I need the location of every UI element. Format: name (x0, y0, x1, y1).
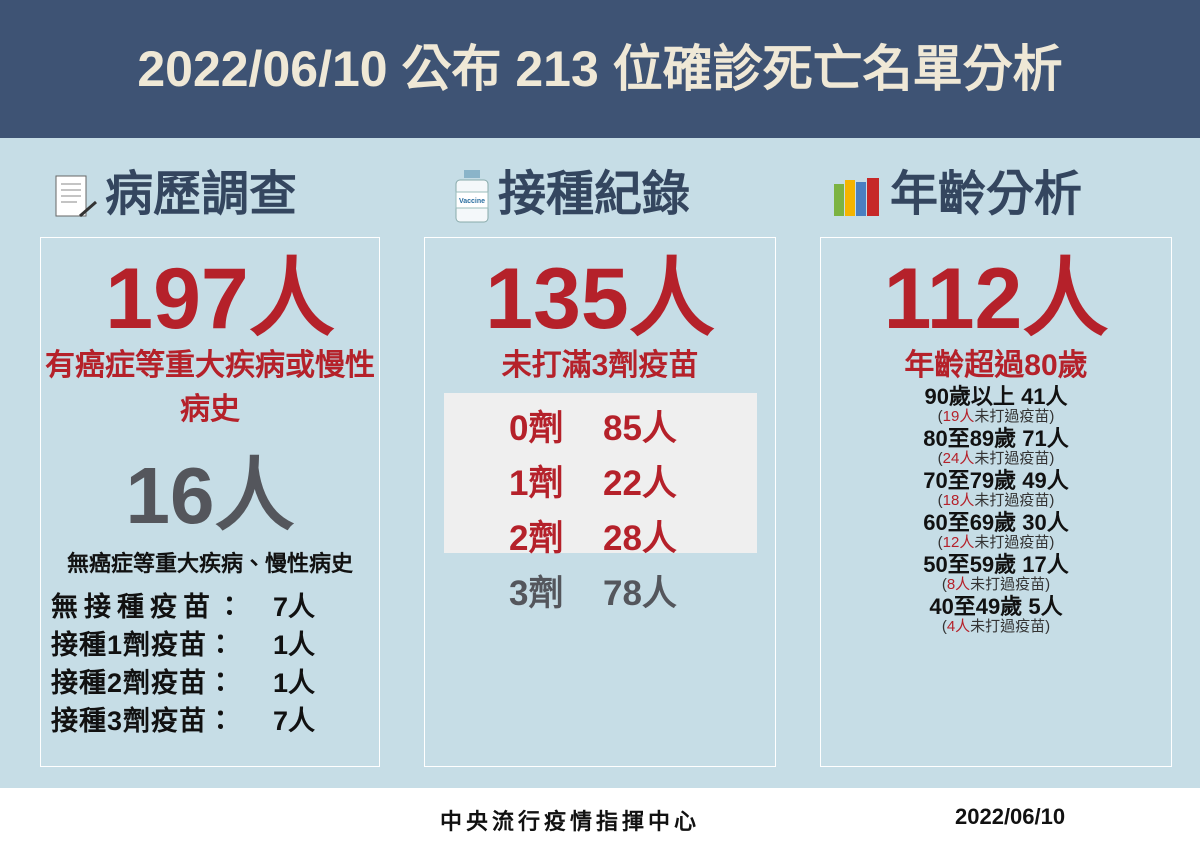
dose-label: 2劑 (509, 519, 564, 558)
books-icon (834, 178, 879, 216)
age-note: (4人未打過疫苗) (821, 619, 1171, 634)
subtitle: 未打滿3劑疫苗 (501, 349, 699, 382)
note-text: 未打過疫苗) (974, 492, 1055, 509)
section-heading: 年齡分析 (890, 168, 1083, 221)
age-note: (24人未打過疫苗) (821, 451, 1171, 466)
note-text: 未打過疫苗) (970, 618, 1051, 635)
note-open: ( (941, 618, 947, 635)
big-number: 112人 (883, 251, 1109, 347)
age-count: 5人 (1028, 594, 1063, 619)
big-number-2: 16人 (125, 451, 295, 540)
row-label: 接種2劑疫苗： (51, 668, 236, 698)
note-count: 19人 (942, 408, 975, 425)
row-value: 1人 (273, 630, 316, 660)
note-open: ( (937, 408, 943, 425)
age-row: 60至69歲 30人 (821, 512, 1171, 534)
dose-label: 1劑 (509, 464, 564, 503)
age-label: 40至49歲 (929, 594, 1023, 619)
note-count: 12人 (942, 534, 975, 551)
note-count: 18人 (942, 492, 975, 509)
footer-date: 2022/06/10 (955, 804, 1066, 829)
age-row: 40至49歲 5人 (821, 596, 1171, 618)
note-count: 24人 (942, 450, 975, 467)
row-value: 1人 (273, 668, 316, 698)
note-text: 未打過疫苗) (974, 408, 1055, 425)
age-count: 17人 (1022, 552, 1069, 577)
age-count: 71人 (1022, 426, 1069, 451)
title: 2022/06/10 公布 213 位確診死亡名單分析 (0, 0, 1200, 138)
age-count: 49人 (1022, 468, 1069, 493)
dose-count: 22人 (603, 464, 677, 503)
row-label: 接種3劑疫苗： (51, 706, 236, 736)
age-label: 50至59歲 (923, 552, 1017, 577)
note-text: 未打過疫苗) (974, 450, 1055, 467)
age-count: 30人 (1022, 510, 1069, 535)
subtitle: 有癌症等重大疾病或慢性病史 (45, 349, 375, 426)
note-open: ( (937, 492, 943, 509)
age-note: (12人未打過疫苗) (821, 535, 1171, 550)
big-number: 197人 (105, 251, 335, 347)
row-label: 接種1劑疫苗： (51, 630, 236, 660)
age-row: 80至89歲 71人 (821, 428, 1171, 450)
history-panel: 197人 有癌症等重大疾病或慢性病史 16人 無癌症等重大疾病、慢性病史 無接種… (40, 237, 380, 767)
age-row: 50至59歲 17人 (821, 554, 1171, 576)
age-label: 70至79歲 (923, 468, 1017, 493)
age-label: 60至69歲 (923, 510, 1017, 535)
note-open: ( (937, 534, 943, 551)
dose-label: 3劑 (509, 574, 564, 613)
age-label: 90歲以上 (924, 384, 1015, 409)
age-note: (18人未打過疫苗) (821, 493, 1171, 508)
footer-org: 中央流行疫情指揮中心 (440, 809, 701, 834)
age-row: 70至79歲 49人 (821, 470, 1171, 492)
vaccination-panel: 135人 未打滿3劑疫苗 0劑 85人 1劑 22人 2劑 28人 3劑 78人 (424, 237, 776, 767)
age-panel: 112人 年齡超過80歲 90歲以上 41人 (19人未打過疫苗) 80至89歲 7… (820, 237, 1172, 767)
svg-text:Vaccine: Vaccine (459, 198, 485, 205)
dose-count: 78人 (603, 574, 677, 613)
note-text: 未打過疫苗) (974, 534, 1055, 551)
note-count: 4人 (946, 618, 971, 635)
section-heading: 病歷調查 (105, 168, 298, 221)
dose-label: 0劑 (509, 409, 564, 448)
section-heading: 接種紀錄 (498, 168, 691, 221)
age-label: 80至89歲 (923, 426, 1017, 451)
dose-count: 85人 (603, 409, 677, 448)
age-note: (8人未打過疫苗) (821, 577, 1171, 592)
note-open: ( (941, 576, 947, 593)
note-count: 8人 (946, 576, 971, 593)
document-icon (55, 175, 97, 218)
note-open: ( (937, 450, 943, 467)
row-value: 7人 (273, 706, 316, 736)
footer: 中央流行疫情指揮中心 2022/06/10 (0, 788, 1200, 848)
big-number: 135人 (485, 251, 715, 347)
age-note: (19人未打過疫苗) (821, 409, 1171, 424)
vaccine-icon: Vaccine (455, 170, 489, 223)
age-count: 41人 (1021, 384, 1068, 409)
row-label: 無接種疫苗： (51, 592, 249, 622)
row-value: 7人 (273, 592, 316, 622)
dose-count: 28人 (603, 519, 677, 558)
subtitle: 年齡超過80歲 (904, 349, 1088, 382)
subtitle-2: 無癌症等重大疾病、慢性病史 (66, 551, 353, 576)
highlight-box (444, 393, 757, 553)
note-text: 未打過疫苗) (970, 576, 1051, 593)
age-row: 90歲以上 41人 (821, 386, 1171, 408)
